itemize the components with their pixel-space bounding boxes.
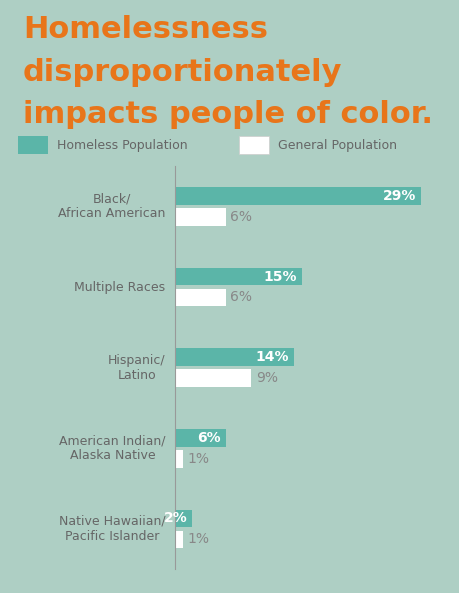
Text: 29%: 29% [382,189,415,203]
FancyBboxPatch shape [174,208,225,226]
FancyBboxPatch shape [174,289,225,307]
Text: 15%: 15% [263,270,297,283]
Text: Homeless Population: Homeless Population [57,139,188,152]
Text: 1%: 1% [187,533,209,546]
Text: 2%: 2% [163,512,187,525]
Text: Black/
African American: Black/ African American [58,192,165,221]
FancyBboxPatch shape [174,429,225,447]
Text: 6%: 6% [230,210,252,224]
Text: Native Hawaiian/
Pacific Islander: Native Hawaiian/ Pacific Islander [59,515,165,543]
FancyBboxPatch shape [174,348,293,366]
Text: American Indian/
Alaska Native: American Indian/ Alaska Native [59,434,165,463]
Text: 6%: 6% [197,431,221,445]
FancyBboxPatch shape [174,369,251,387]
FancyBboxPatch shape [239,136,269,154]
Text: 1%: 1% [187,452,209,466]
Text: impacts people of color.: impacts people of color. [23,100,432,129]
Text: Homelessness: Homelessness [23,15,268,44]
FancyBboxPatch shape [174,531,183,549]
Text: 9%: 9% [255,371,277,385]
Text: disproportionately: disproportionately [23,58,342,87]
Text: General Population: General Population [278,139,397,152]
FancyBboxPatch shape [174,187,420,205]
Text: Hispanic/
Latino: Hispanic/ Latino [108,353,165,382]
FancyBboxPatch shape [174,267,302,285]
FancyBboxPatch shape [18,136,48,154]
FancyBboxPatch shape [174,450,183,468]
Text: 14%: 14% [255,350,288,364]
FancyBboxPatch shape [174,509,191,527]
Text: Multiple Races: Multiple Races [74,280,165,294]
Text: 6%: 6% [230,291,252,304]
